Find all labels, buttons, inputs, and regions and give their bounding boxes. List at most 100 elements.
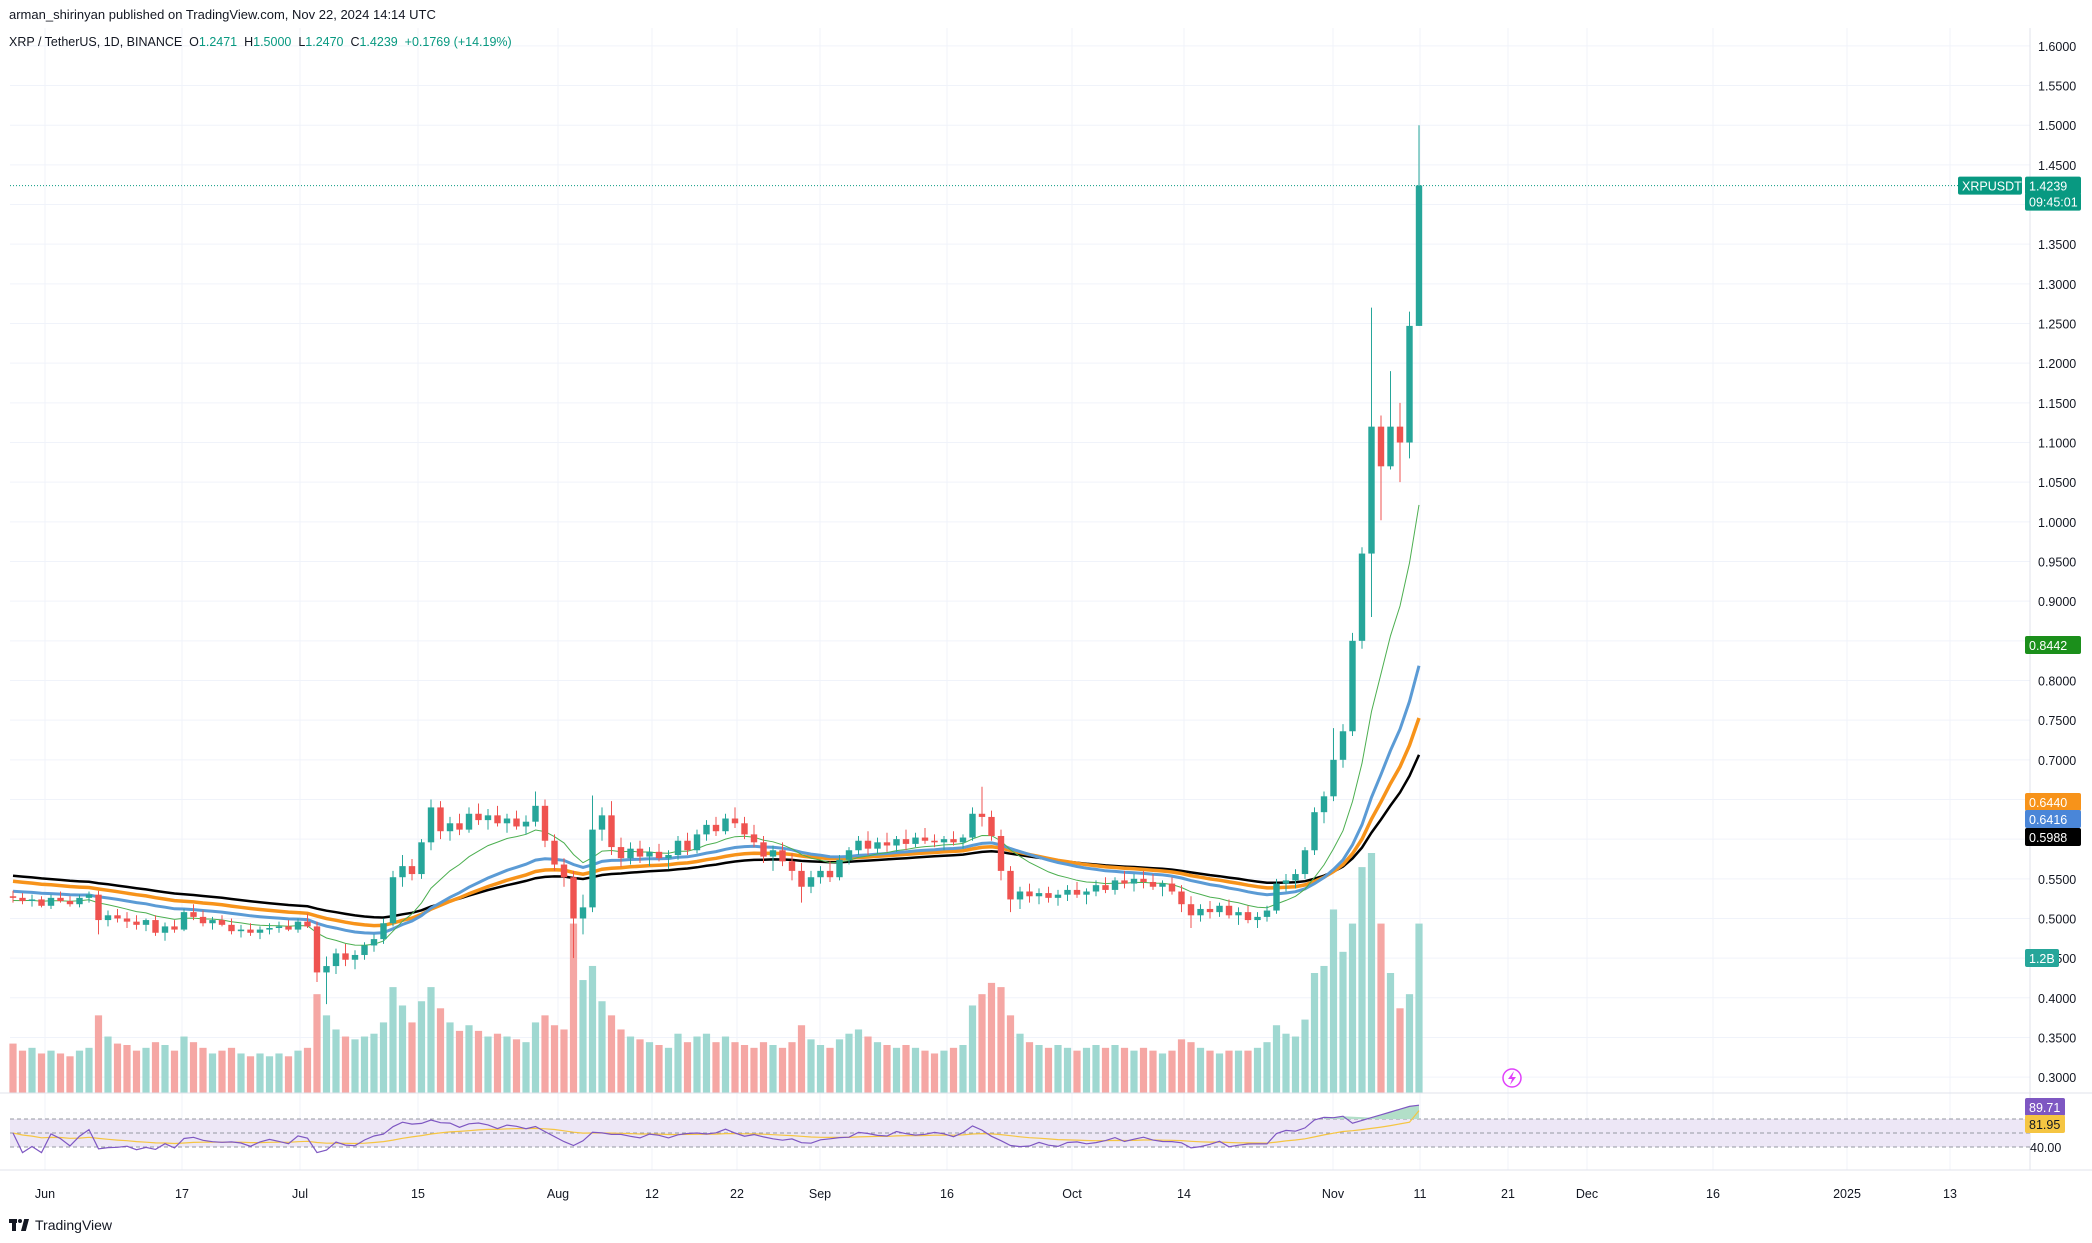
candle-body [199,916,207,924]
candle [85,891,93,903]
candle-body [608,815,615,848]
candle [190,904,197,921]
volume-bar [1187,1042,1195,1093]
volume-bar [360,1036,369,1093]
volume-bar [1006,1015,1015,1093]
candle-body [712,824,720,832]
candle-body [19,897,26,902]
candle [38,896,45,908]
candle [95,890,102,935]
volume-bar [398,1005,407,1093]
time-tick-label: Nov [1322,1187,1345,1201]
candle [285,920,292,932]
volume-bar [389,987,397,1093]
candle-body [351,954,359,960]
volume-bar [911,1047,920,1093]
candle [693,829,701,854]
volume-bar [560,1029,568,1093]
candle [1387,371,1394,470]
price-tick-label: 1.5500 [2038,80,2076,94]
candle-body [1130,878,1138,884]
candle [883,832,891,852]
volume-bar [85,1047,93,1093]
symbol-ohlc-line: XRP / TetherUS, 1D, BINANCE O1.2471 H1.5… [9,35,512,49]
candle-body [817,870,824,878]
candle [66,896,74,907]
volume-bar [465,1025,473,1093]
candle-body [323,966,330,973]
candle-body [684,840,691,851]
candle-body [152,920,159,933]
candle-body [1320,796,1328,813]
candle [959,834,967,849]
candle-body [484,815,492,821]
volume-bar [123,1045,131,1093]
candle [437,801,444,840]
volume-bar [104,1036,112,1093]
time-axis: Jun 17 Jul 15 Aug 12 22 Sep 16 Oct 14 Nov 11 21 Dec 16 2… [35,1187,1957,1201]
last-price-tag: 1.4239 [2025,176,2081,195]
candle-body [598,815,606,830]
volume-bar [693,1036,701,1093]
time-tick-label: 21 [1501,1187,1515,1201]
volume-bar [1168,1050,1176,1093]
volume-bar [1253,1047,1262,1093]
ma-value-tag-black-text: 0.5988 [2029,831,2067,845]
volume-bar [28,1047,36,1093]
countdown-tag: 09:45:01 [2025,192,2081,211]
volume-bar [1225,1050,1233,1093]
candle-body [1339,731,1347,760]
candle [627,842,634,865]
time-tick-label: 13 [1943,1187,1957,1201]
volume-bar [1130,1050,1138,1093]
price-tick-label: 0.7500 [2038,714,2076,728]
volume-bar [370,1033,378,1093]
volume-bar [1016,1033,1024,1093]
candle [332,948,340,975]
volume-bar [9,1043,17,1093]
candle-body [1092,885,1100,892]
candle-body [722,818,729,832]
volume-bar [1111,1045,1119,1093]
candle-body [636,848,644,857]
candle-body [921,837,929,841]
volume-bar [1386,973,1395,1093]
volume-bar [1101,1047,1110,1093]
tradingview-brand[interactable]: TradingView [9,1217,112,1233]
ma-value-tag-green-box [2025,636,2081,654]
candle [104,910,112,927]
candle [617,837,625,867]
candle-body [171,926,178,930]
volume-bar [332,1029,340,1093]
volume-bar [408,1022,416,1093]
ma-line-blue [12,665,1421,935]
candle-body [475,813,482,821]
candle [1282,874,1290,892]
volume-bar [1025,1042,1034,1093]
price-tick-label: 1.1500 [2038,397,2076,411]
volume-bar [218,1050,226,1093]
candle [351,950,359,970]
volume-bar [987,982,996,1093]
candle [228,918,235,935]
candle [741,816,748,840]
time-tick-label: Aug [547,1187,569,1201]
candle [1064,885,1071,902]
volume-bar [902,1045,910,1093]
volume-bar [731,1042,739,1093]
volume-bar [1415,923,1423,1093]
volume-bar [930,1053,939,1093]
candle [152,915,159,936]
symbol-title[interactable]: XRP / TetherUS, 1D, BINANCE [9,35,183,49]
candle-body [617,847,625,859]
candle-body [1292,874,1299,881]
candle-body [570,877,577,919]
candle [180,908,188,932]
volume-bar [75,1050,84,1093]
candle-body [627,848,634,859]
candle [750,824,758,848]
grid-lines [10,28,2030,1170]
candle-body [456,823,463,830]
candle [636,840,644,863]
